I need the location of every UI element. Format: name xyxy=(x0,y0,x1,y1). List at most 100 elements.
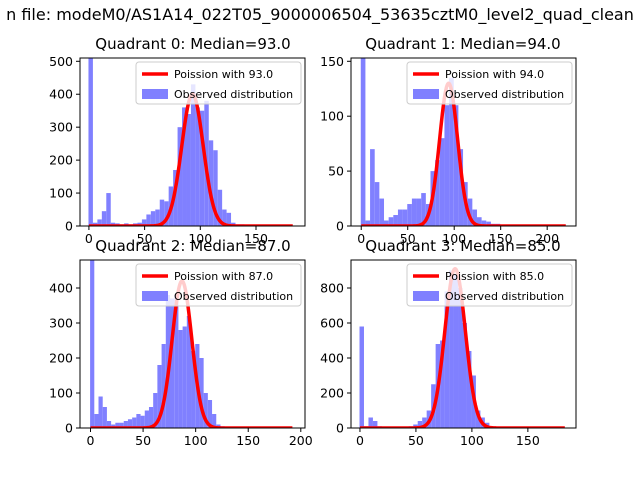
histogram-bar xyxy=(439,138,445,226)
histogram-bar xyxy=(182,326,187,428)
histogram-bar xyxy=(123,421,128,428)
histogram-bar xyxy=(365,220,371,226)
histogram-bar xyxy=(458,288,463,428)
y-tick-label: 150 xyxy=(320,54,344,69)
y-tick-label: 0 xyxy=(65,219,73,234)
histogram-bar xyxy=(472,209,477,226)
histogram-bar xyxy=(199,110,205,226)
histogram-bar xyxy=(444,105,450,226)
histogram-bar xyxy=(178,330,183,428)
axes-frame xyxy=(79,259,306,429)
histogram-bar xyxy=(466,351,472,428)
histogram-bar xyxy=(440,340,445,428)
legend-box xyxy=(135,61,302,105)
histogram-bar xyxy=(88,58,93,226)
legend-bar-swatch xyxy=(142,291,168,301)
y-tick-label: 600 xyxy=(320,316,344,331)
histogram-bar xyxy=(462,323,467,428)
histogram-bar xyxy=(372,421,378,428)
histogram-bar xyxy=(97,219,102,226)
histogram-bar xyxy=(359,326,364,428)
figure-suptitle: n file: modeM0/AS1A14_022T05_9000006504_… xyxy=(6,5,634,25)
histogram-bar xyxy=(177,127,183,226)
poisson-curve xyxy=(360,81,567,226)
y-tick-label: 400 xyxy=(320,351,344,366)
histogram-bar xyxy=(106,421,112,428)
histogram-bar xyxy=(182,107,187,226)
histogram-bar xyxy=(199,358,204,428)
x-tick-label: 50 xyxy=(137,231,153,246)
quadrant-2-title: Quadrant 2: Median=87.0 xyxy=(95,237,290,255)
histogram-bar xyxy=(476,217,482,226)
quadrant-2-plot-area xyxy=(89,260,294,428)
histogram-bar xyxy=(136,414,141,428)
histogram-bar xyxy=(90,260,95,428)
y-tick-label: 0 xyxy=(65,421,73,436)
y-tick-label: 300 xyxy=(49,120,73,135)
quadrant-2-panel: 0 50 100 150 200 0 100 200 300 400 Poission with 8… xyxy=(49,237,313,448)
histogram-bar xyxy=(119,422,124,428)
histogram-bar xyxy=(444,291,450,428)
histogram-bar xyxy=(402,209,408,226)
histogram-bar xyxy=(164,201,169,226)
histogram-bar xyxy=(453,105,459,226)
quadrant-1-plot-area xyxy=(360,58,567,226)
histogram-bar xyxy=(486,221,491,226)
histogram-bar xyxy=(411,198,417,226)
y-tick-label: 500 xyxy=(49,54,73,69)
legend-label: Observed distribution xyxy=(174,290,293,303)
y-tick-label: 100 xyxy=(49,386,73,401)
histogram-bar xyxy=(422,417,427,428)
histogram-bar xyxy=(186,114,191,226)
legend-label: Poission with 85.0 xyxy=(445,270,544,283)
legend-box xyxy=(406,263,573,307)
histogram-bar xyxy=(458,149,464,226)
legend-label: Poission with 87.0 xyxy=(174,270,273,283)
histogram-bar xyxy=(98,396,103,428)
histogram-bar xyxy=(106,193,111,226)
legend: Poission with 85.0 Observed distribution xyxy=(406,263,573,307)
quadrant-1-panel: 0 50 100 150 200 0 50 100 150 Poission with 94.0 O… xyxy=(320,35,577,246)
y-tick-label: 200 xyxy=(49,351,73,366)
histogram-bar xyxy=(449,77,454,226)
histogram-bar xyxy=(115,422,120,428)
histogram-bar xyxy=(226,212,232,226)
legend: Poission with 94.0 Observed distribution xyxy=(406,61,573,105)
x-tick-label: 150 xyxy=(244,231,268,246)
histogram-bar xyxy=(94,414,99,428)
histogram-bar xyxy=(379,198,385,226)
histogram-bar xyxy=(127,419,133,428)
x-tick-label: 0 xyxy=(356,433,364,448)
histogram-bar xyxy=(374,182,380,226)
histogram-bar xyxy=(195,107,200,226)
x-tick-label: 200 xyxy=(289,433,313,448)
y-tick-label: 100 xyxy=(49,186,73,201)
x-tick-label: 0 xyxy=(85,231,93,246)
x-tick-label: 200 xyxy=(535,231,559,246)
histogram-bar xyxy=(467,198,473,226)
histogram-bar xyxy=(453,274,459,428)
histogram-bar xyxy=(146,214,151,226)
histogram-bar xyxy=(170,298,175,428)
legend-box xyxy=(406,61,573,105)
y-tick-label: 100 xyxy=(320,109,344,124)
histogram-bar xyxy=(212,414,217,428)
quadrant-1-title: Quadrant 1: Median=94.0 xyxy=(365,35,560,53)
histogram-bar xyxy=(101,211,107,226)
legend-label: Observed distribution xyxy=(174,88,293,101)
y-tick-label: 300 xyxy=(49,316,73,331)
quadrant-3-title: Quadrant 3: Median=85.0 xyxy=(365,237,560,255)
x-tick-label: 100 xyxy=(184,433,208,448)
histogram-bar xyxy=(190,84,196,226)
histogram-bar xyxy=(102,407,107,428)
y-tick-label: 800 xyxy=(320,281,344,296)
histogram-bar xyxy=(208,140,214,226)
x-tick-label: 50 xyxy=(135,433,151,448)
quadrant-3-panel: 0 50 100 150 0 200 400 600 800 Poission with 85.0… xyxy=(320,237,577,448)
histogram-bar xyxy=(217,189,223,226)
histogram-bar xyxy=(161,344,166,428)
histogram-bar xyxy=(222,209,227,226)
histogram-bar xyxy=(368,417,373,428)
poisson-curve xyxy=(89,279,294,428)
histogram-bar xyxy=(157,365,162,428)
